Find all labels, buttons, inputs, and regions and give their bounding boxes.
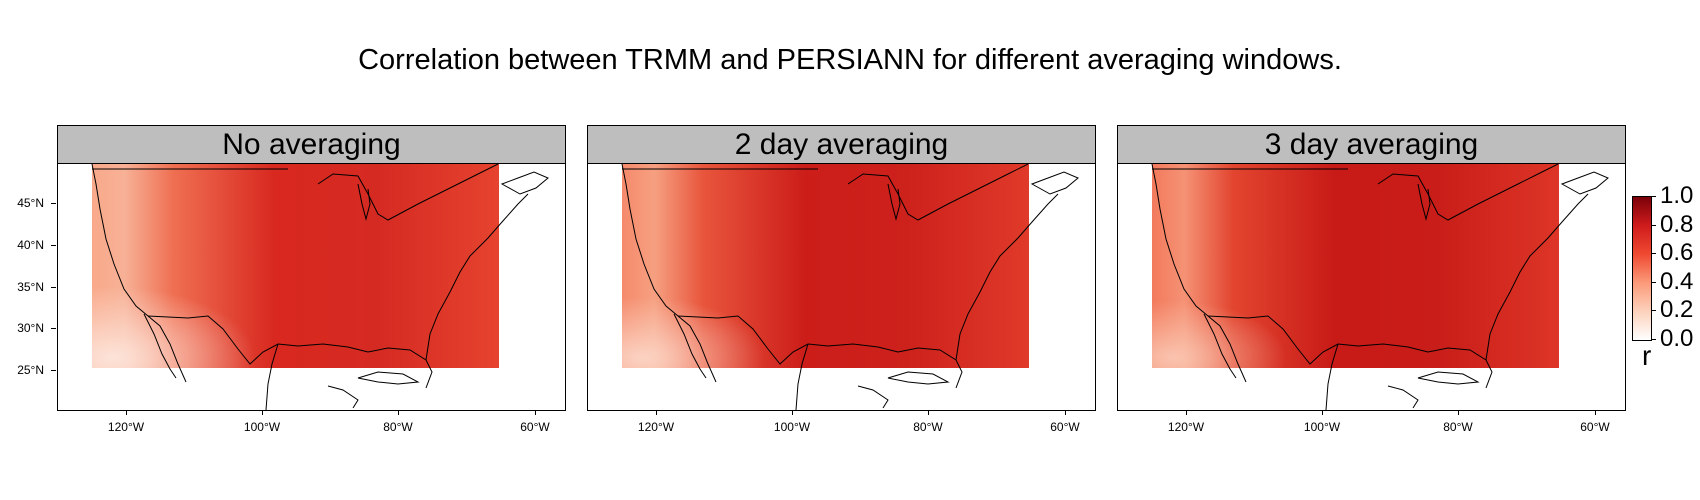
baja-coast: [673, 313, 707, 379]
colorbar-title: r: [1642, 340, 1652, 371]
baja-coast: [1203, 313, 1237, 379]
y-tick-label: 35°N: [17, 280, 44, 294]
caribbean: [327, 385, 359, 409]
us-border: [1207, 315, 1359, 365]
gulf-coast: [1357, 343, 1493, 389]
x-tick-label: 100°W: [243, 420, 281, 434]
data-field-southwest: [622, 164, 1029, 368]
y-tick-label: 30°N: [17, 321, 44, 335]
east-coast: [955, 193, 1059, 361]
caribbean: [1387, 385, 1419, 409]
x-tick-mark: [262, 410, 263, 415]
x-tick-label: 80°W: [913, 420, 943, 434]
map-panel-no-averaging: No averaging: [57, 125, 566, 411]
y-tick-mark: [51, 287, 56, 288]
x-tick-label: 120°W: [637, 420, 675, 434]
correlation-map: [1117, 163, 1626, 411]
correlation-map: [57, 163, 566, 411]
y-tick-label: 25°N: [17, 363, 44, 377]
baja-coast: [143, 313, 177, 379]
panel-strip-title: 3 day averaging: [1117, 125, 1626, 164]
map-panel-2-day-averaging: 2 day averaging: [587, 125, 1096, 411]
colorbar-tick-label: 0.4: [1660, 267, 1694, 295]
data-field-southwest: [1152, 164, 1559, 368]
map-panel-3-day-averaging: 3 day averaging: [1117, 125, 1626, 411]
cuba: [887, 371, 950, 385]
great-lakes: [1377, 164, 1559, 221]
x-tick-label: 60°W: [520, 420, 550, 434]
y-tick-mark: [51, 245, 56, 246]
y-tick-label: 45°N: [17, 196, 44, 210]
cuba: [357, 371, 420, 385]
coastline-west: [621, 164, 717, 383]
x-tick-label: 60°W: [1050, 420, 1080, 434]
x-tick-label: 80°W: [1443, 420, 1473, 434]
colorbar-tick-label: 0.8: [1660, 210, 1694, 238]
x-tick-mark: [1322, 410, 1323, 415]
nova-scotia: [500, 171, 549, 195]
y-tick-mark: [51, 328, 56, 329]
colorbar-tick-label: 0.6: [1660, 239, 1694, 267]
colorbar-tick-mark: [1651, 310, 1656, 312]
colorbar-tick-mark: [1651, 339, 1656, 340]
nova-scotia: [1030, 171, 1079, 195]
correlation-map-svg: [91, 164, 549, 410]
x-tick-label: 120°W: [107, 420, 145, 434]
lake-michigan: [1417, 183, 1431, 221]
great-lakes: [317, 164, 499, 221]
y-tick-label: 40°N: [17, 238, 44, 252]
correlation-map: [587, 163, 1096, 411]
east-coast: [425, 193, 529, 361]
east-coast: [1485, 193, 1589, 361]
great-lakes: [847, 164, 1029, 221]
panel-strip-title: 2 day averaging: [587, 125, 1096, 164]
colorbar-tick-label: 0.0: [1660, 325, 1694, 352]
colorbar-tick-mark: [1651, 224, 1656, 226]
lake-michigan: [357, 183, 371, 221]
x-tick-mark: [1065, 410, 1066, 415]
x-tick-mark: [792, 410, 793, 415]
us-border: [677, 315, 829, 365]
coastline-west: [1151, 164, 1247, 383]
x-tick-label: 100°W: [773, 420, 811, 434]
cuba: [1417, 371, 1480, 385]
mexico-coast: [265, 343, 279, 410]
x-tick-mark: [535, 410, 536, 415]
colorbar-tick-mark: [1651, 281, 1656, 283]
correlation-map-svg: [621, 164, 1079, 410]
colorbar-tick-label: 1.0: [1660, 182, 1694, 209]
colorbar-tick-label: 0.2: [1660, 296, 1694, 324]
mexico-coast: [1325, 343, 1339, 410]
x-tick-label: 80°W: [383, 420, 413, 434]
caribbean: [857, 385, 889, 409]
y-tick-mark: [51, 203, 56, 204]
colorbar-tick-mark: [1651, 253, 1656, 255]
x-tick-mark: [656, 410, 657, 415]
x-tick-mark: [1595, 410, 1596, 415]
x-tick-mark: [398, 410, 399, 415]
colorbar-tick-mark: [1651, 196, 1656, 197]
x-tick-mark: [126, 410, 127, 415]
us-border: [147, 315, 299, 365]
x-tick-label: 60°W: [1580, 420, 1610, 434]
mexico-coast: [795, 343, 809, 410]
nova-scotia: [1560, 171, 1609, 195]
data-field-southwest: [92, 164, 499, 368]
x-tick-label: 120°W: [1167, 420, 1205, 434]
gulf-coast: [827, 343, 963, 389]
panel-strip-title: No averaging: [57, 125, 566, 164]
colorbar: [1632, 196, 1652, 341]
y-tick-mark: [51, 370, 56, 371]
gulf-coast: [297, 343, 433, 389]
x-tick-mark: [928, 410, 929, 415]
x-tick-label: 100°W: [1303, 420, 1341, 434]
x-tick-mark: [1458, 410, 1459, 415]
coastline-west: [91, 164, 187, 383]
x-tick-mark: [1186, 410, 1187, 415]
correlation-map-svg: [1151, 164, 1609, 410]
lake-michigan: [887, 183, 901, 221]
figure-title: Correlation between TRMM and PERSIANN fo…: [358, 44, 1342, 76]
